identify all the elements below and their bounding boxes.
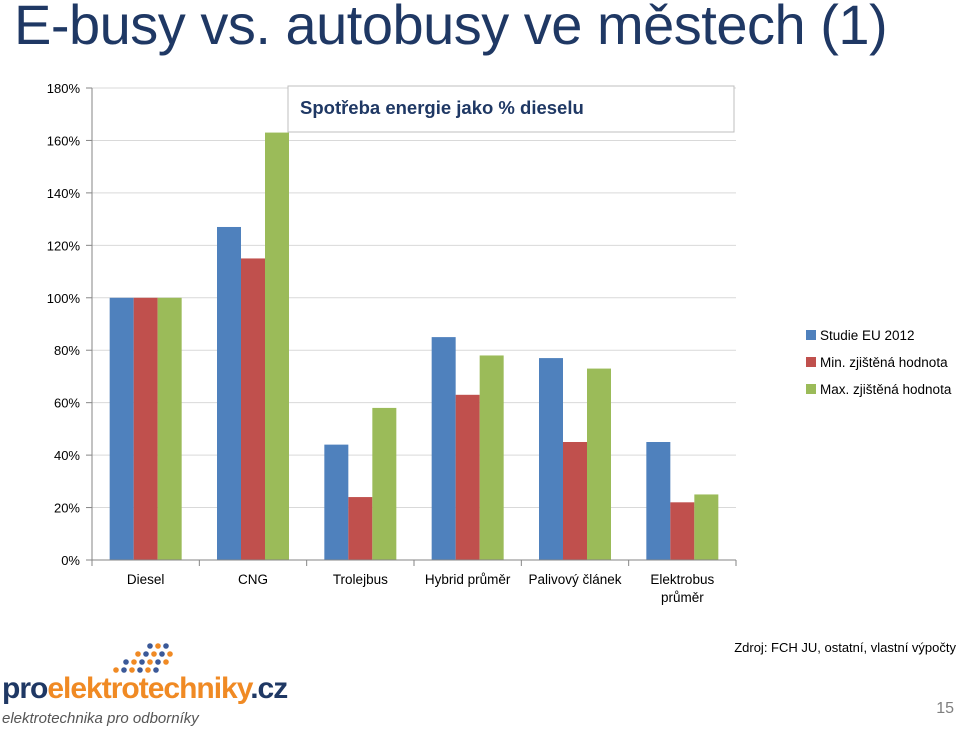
y-tick-label: 0%	[61, 553, 80, 568]
bar	[157, 297, 182, 560]
logo-dot	[143, 651, 149, 657]
bar	[694, 494, 719, 560]
logo-dot	[155, 659, 161, 665]
bar	[265, 132, 289, 561]
bar	[133, 297, 158, 560]
logo-tagline: elektrotechnika pro odborníky	[2, 710, 199, 727]
x-tick-label: průměr	[661, 590, 704, 605]
logo-wordmark: proelektrotechniky.cz	[2, 672, 288, 706]
page-number: 15	[936, 700, 954, 717]
legend: Studie EU 2012 Min. zjištěná hodnota Max. …	[806, 328, 952, 397]
legend-label: Max. zjištěná hodnota	[820, 382, 952, 397]
logo-dot	[167, 651, 173, 657]
y-tick-label: 140%	[47, 186, 81, 201]
legend-label: Studie EU 2012	[820, 328, 915, 343]
x-tick-label: Diesel	[127, 572, 165, 587]
chart-title-frame	[287, 85, 735, 133]
logo-dot	[151, 651, 157, 657]
logo-word-main: elektrotechniky	[47, 672, 251, 705]
bar	[109, 297, 134, 560]
logo-dot	[163, 643, 169, 649]
y-tick-label: 80%	[54, 343, 80, 358]
legend-swatch	[806, 357, 816, 367]
logo-dot	[131, 659, 137, 665]
bar	[217, 226, 241, 560]
x-tick-label: CNG	[238, 572, 268, 587]
y-tick-label: 160%	[47, 133, 81, 148]
bars	[109, 132, 719, 561]
logo-dot	[137, 667, 143, 673]
bar	[479, 355, 504, 560]
logo-dots-icon	[113, 643, 173, 673]
logo-dot	[121, 667, 127, 673]
y-tick-label: 120%	[47, 238, 81, 253]
legend-swatch	[806, 384, 816, 394]
bar	[587, 368, 611, 560]
logo-dot	[147, 643, 153, 649]
bar	[324, 444, 349, 560]
bar	[348, 497, 373, 560]
x-tick-label: Hybrid průměr	[425, 572, 511, 587]
y-tick-labels: 0% 20% 40% 60% 80% 100% 120% 140% 160% 180%	[47, 81, 81, 568]
logo: proelektrotechniky.cz elektrotechnika pr…	[0, 640, 288, 732]
x-tick-labels: Diesel CNG Trolejbus Hybrid průměr Palivový …	[127, 572, 715, 605]
logo-dot	[159, 651, 165, 657]
bar-chart: 0% 20% 40% 60% 80% 100% 120% 140% 160% 180% Diese…	[47, 81, 952, 605]
bar	[455, 394, 480, 560]
y-tick-label: 100%	[47, 291, 81, 306]
logo-dot	[153, 667, 159, 673]
grid-lines	[86, 87, 736, 561]
source-note: Zdroj: FCH JU, ostatní, vlastní výpočty	[734, 640, 956, 655]
y-tick-label: 180%	[47, 81, 81, 96]
slide-title: E-busy vs. autobusy ve městech (1)	[14, 0, 888, 56]
y-tick-label: 60%	[54, 396, 80, 411]
logo-dot	[129, 667, 135, 673]
logo-word-pro: pro	[2, 672, 48, 705]
logo-dot	[155, 643, 161, 649]
chart-title: Spotřeba energie jako % dieselu	[300, 97, 584, 118]
bar	[539, 358, 563, 560]
legend-swatch	[806, 330, 816, 340]
x-tick-label: Elektrobus	[650, 572, 714, 587]
axes	[91, 88, 737, 566]
chart-title-box: Spotřeba energie jako % dieselu	[287, 85, 735, 133]
logo-dot	[163, 659, 169, 665]
y-tick-label: 40%	[54, 448, 80, 463]
logo-dot	[139, 659, 145, 665]
legend-label: Min. zjištěná hodnota	[820, 355, 948, 370]
x-tick-label: Palivový článek	[528, 572, 621, 587]
y-tick-label: 20%	[54, 501, 80, 516]
bar	[670, 502, 695, 560]
x-tick-label: Trolejbus	[333, 572, 388, 587]
bar	[372, 407, 397, 560]
logo-dot	[145, 667, 151, 673]
logo-dot	[147, 659, 153, 665]
bar	[431, 337, 456, 560]
bar	[646, 442, 671, 560]
bar	[241, 258, 265, 560]
logo-dot	[135, 651, 141, 657]
logo-dot	[113, 667, 119, 673]
logo-dot	[123, 659, 129, 665]
bar	[563, 442, 587, 560]
logo-word-tld: .cz	[250, 672, 288, 705]
